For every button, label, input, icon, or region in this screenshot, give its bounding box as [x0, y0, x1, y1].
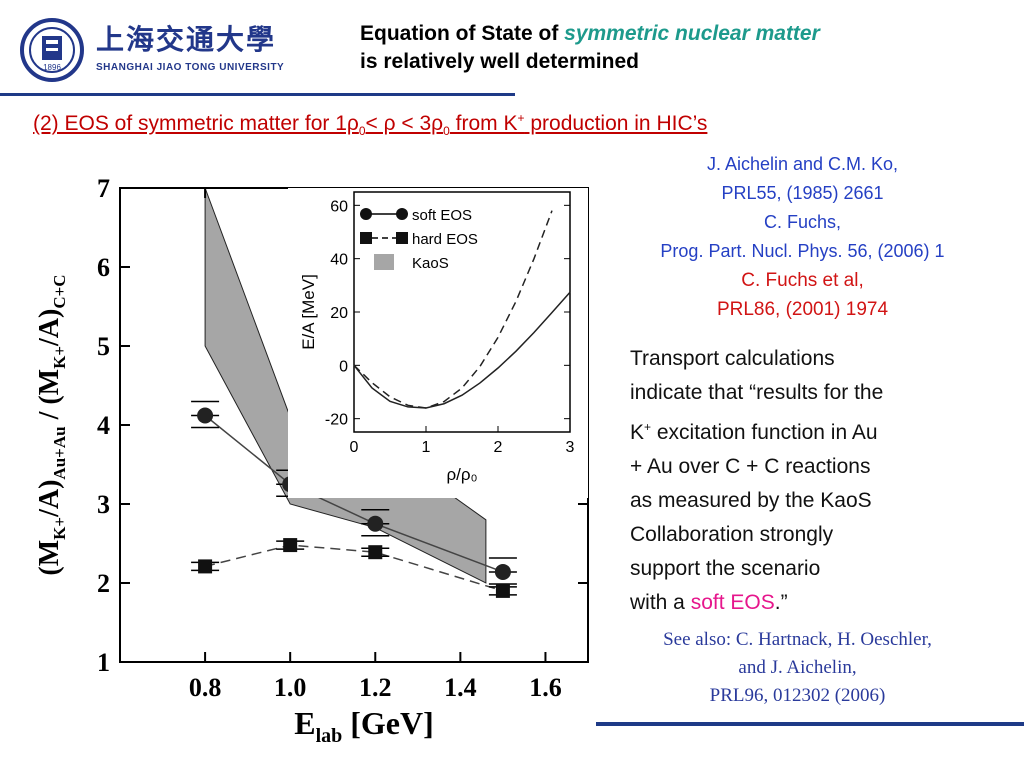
university-logo: 1896 — [20, 18, 84, 82]
legend-hard-marker — [360, 232, 372, 244]
soft-eos-point — [494, 563, 511, 580]
hard-eos-line — [204, 544, 504, 592]
title-line2: is relatively well determined — [360, 50, 639, 73]
inset-y-tick-label: -20 — [325, 412, 348, 429]
soft-eos-highlight: soft EOS — [690, 591, 775, 614]
hard-eos-point — [495, 583, 510, 598]
footer-divider — [596, 722, 1024, 726]
y-tick-label: 4 — [97, 411, 110, 440]
see-also: See also: C. Hartnack, H. Oeschler, and … — [663, 629, 932, 706]
header-divider — [0, 93, 515, 96]
inset-x-tick-label: 1 — [422, 439, 431, 456]
x-tick-label: 1.6 — [529, 673, 562, 702]
inset-y-tick-label: 0 — [339, 358, 348, 375]
logo-chinese-name: 上海交通大學 — [96, 23, 277, 56]
x-tick-label: 1.0 — [274, 673, 307, 702]
inset-y-tick-label: 60 — [330, 198, 348, 215]
y-tick-label: 5 — [97, 332, 110, 361]
ref-line-3: C. Fuchs, — [763, 212, 842, 232]
logo-english-name: SHANGHAI JIAO TONG UNIVERSITY — [96, 62, 285, 73]
y-tick-label: 7 — [97, 174, 110, 203]
ref-line-5: C. Fuchs et al, — [741, 270, 864, 291]
hard-eos-point — [368, 545, 383, 560]
main-chart: 1 2 3 4 5 6 7 0.8 1.0 1.2 1.4 1.6 Elab [GeV] (MK+/A)A… — [34, 174, 589, 747]
inset-background — [288, 188, 588, 498]
ref-line-2: PRL55, (1985) 2661 — [721, 183, 884, 203]
hard-eos-point — [198, 559, 213, 574]
legend-soft-marker — [396, 208, 408, 220]
y-tick-label: 3 — [97, 490, 110, 519]
legend-kaos-swatch — [374, 254, 394, 270]
references: J. Aichelin and C.M. Ko, PRL55, (1985) 2… — [600, 150, 1005, 324]
x-tick-label: 0.8 — [189, 673, 222, 702]
legend-soft-label: soft EOS — [412, 207, 472, 224]
inset-x-tick-label: 2 — [494, 439, 503, 456]
logo-year: 1896 — [43, 63, 61, 72]
inset-x-tick-label: 0 — [350, 439, 359, 456]
soft-eos-line — [204, 414, 504, 573]
hard-eos-point — [283, 538, 298, 553]
slide-title: Equation of State of symmetric nuclear m… — [360, 20, 1010, 76]
soft-eos-point — [197, 407, 214, 424]
slide-subtitle: (2) EOS of symmetric matter for 1ρ0< ρ <… — [33, 111, 708, 139]
y-tick-label: 1 — [97, 648, 110, 677]
soft-eos-point — [367, 515, 384, 532]
title-highlight: symmetric nuclear matter — [564, 22, 820, 45]
ref-line-4: Prog. Part. Nucl. Phys. 56, (2006) 1 — [660, 241, 945, 261]
x-axis-label: Elab [GeV] — [294, 705, 434, 747]
title-part1: Equation of State of — [360, 22, 565, 45]
body-text: Transport calculations indicate that “re… — [630, 347, 884, 614]
ref-line-1: J. Aichelin and C.M. Ko, — [706, 154, 899, 174]
y-tick-label: 2 — [97, 569, 110, 598]
inset-x-axis-label: ρ/ρ₀ — [446, 465, 477, 484]
inset-soft-eos-curve — [353, 291, 571, 409]
legend-hard-marker — [396, 232, 408, 244]
ref-line-6: PRL86, (2001) 1974 — [716, 299, 889, 320]
legend-soft-marker — [360, 208, 372, 220]
y-tick-label: 6 — [97, 253, 110, 282]
inset-y-tick-label: 20 — [330, 305, 348, 322]
inset-y-axis-label: E/A [MeV] — [299, 274, 318, 350]
legend-hard-label: hard EOS — [412, 231, 478, 248]
x-tick-label: 1.4 — [444, 673, 477, 702]
x-tick-label: 1.2 — [359, 673, 392, 702]
inset-y-tick-label: 40 — [330, 252, 348, 269]
inset-x-tick-label: 3 — [566, 439, 575, 456]
legend-kaos-label: KaoS — [412, 255, 449, 272]
inset-hard-eos-curve — [353, 210, 553, 409]
y-axis-label: (MK+/A)Au+Au / (MK+/A)C+C — [34, 274, 69, 575]
